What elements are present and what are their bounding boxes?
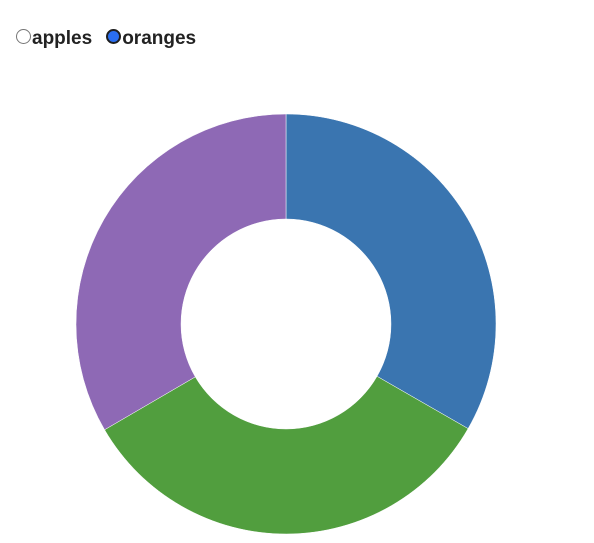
oranges-option[interactable]: oranges xyxy=(106,28,196,50)
apples-option[interactable]: apples xyxy=(16,28,92,50)
donut-slice-2 xyxy=(104,375,469,535)
oranges-radio[interactable] xyxy=(106,28,122,44)
apples-label: apples xyxy=(32,28,93,49)
donut-slices xyxy=(75,113,497,535)
apples-radio[interactable] xyxy=(16,28,31,44)
dataset-selector: apples oranges xyxy=(16,28,196,50)
oranges-label: oranges xyxy=(122,28,197,49)
donut-slice-1 xyxy=(285,113,497,429)
donut-slice-3 xyxy=(75,113,287,431)
